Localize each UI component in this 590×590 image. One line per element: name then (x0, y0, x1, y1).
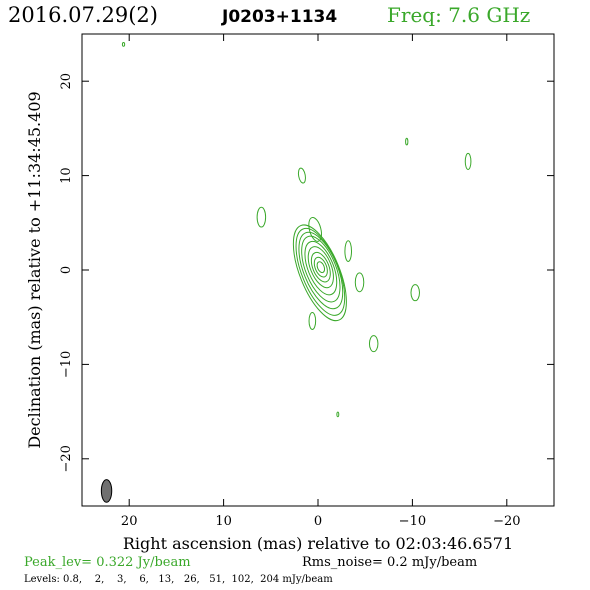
beam-ellipse (100, 479, 113, 503)
core-contour (316, 261, 326, 274)
y-tick-label: −20 (59, 445, 74, 472)
component-contour (464, 152, 472, 170)
contour-layer (121, 41, 472, 418)
rms-noise: Rms_noise= 0.2 mJy/beam (302, 555, 477, 570)
core-contour (292, 224, 347, 322)
component-contour (410, 284, 420, 302)
y-tick-labels: 20 10 0 −10 −20 (59, 73, 74, 473)
x-axis-label: Right ascension (mas) relative to 02:03:… (123, 534, 513, 553)
y-tick-label: 20 (59, 73, 74, 90)
peak-level: Peak_lev= 0.322 Jy/beam (24, 555, 191, 570)
component-contour (368, 335, 379, 353)
component-contour (354, 272, 365, 293)
beam-layer (100, 479, 113, 503)
observation-date: 2016.07.29(2) (8, 3, 158, 27)
component-contour (308, 216, 322, 242)
component-contour (405, 137, 409, 146)
core-contour (301, 235, 341, 303)
core-contour (313, 256, 328, 278)
contour-plot (81, 33, 555, 507)
y-tick-label: −10 (59, 351, 74, 378)
core-contour (304, 240, 338, 296)
component-contour (121, 41, 126, 47)
x-tick-label: −10 (399, 514, 426, 529)
frequency-label: Freq: 7.6 GHz (387, 3, 530, 27)
y-tick-label: 0 (59, 266, 74, 274)
y-axis-label: Declination (mas) relative to +11:34:45.… (25, 91, 44, 448)
x-tick-label: 20 (121, 514, 138, 529)
x-tick-label: −20 (493, 514, 520, 529)
core-contour (298, 231, 344, 310)
axis-ticks (82, 34, 554, 506)
y-tick-label: 10 (59, 167, 74, 184)
x-tick-label: 0 (314, 514, 322, 529)
component-contour (344, 240, 353, 263)
x-tick-labels: 20 10 0 −10 −20 (121, 514, 521, 529)
contour-levels: Levels: 0.8, 2, 3, 6, 13, 26, 51, 102, 2… (24, 574, 333, 585)
core-contour (307, 246, 334, 289)
component-contour (308, 311, 317, 330)
source-name: J0203+1134 (221, 7, 337, 27)
component-contour (297, 167, 306, 184)
core-contour (310, 251, 331, 283)
component-contour (256, 206, 267, 228)
x-tick-label: 10 (215, 514, 232, 529)
component-contour (336, 411, 340, 418)
